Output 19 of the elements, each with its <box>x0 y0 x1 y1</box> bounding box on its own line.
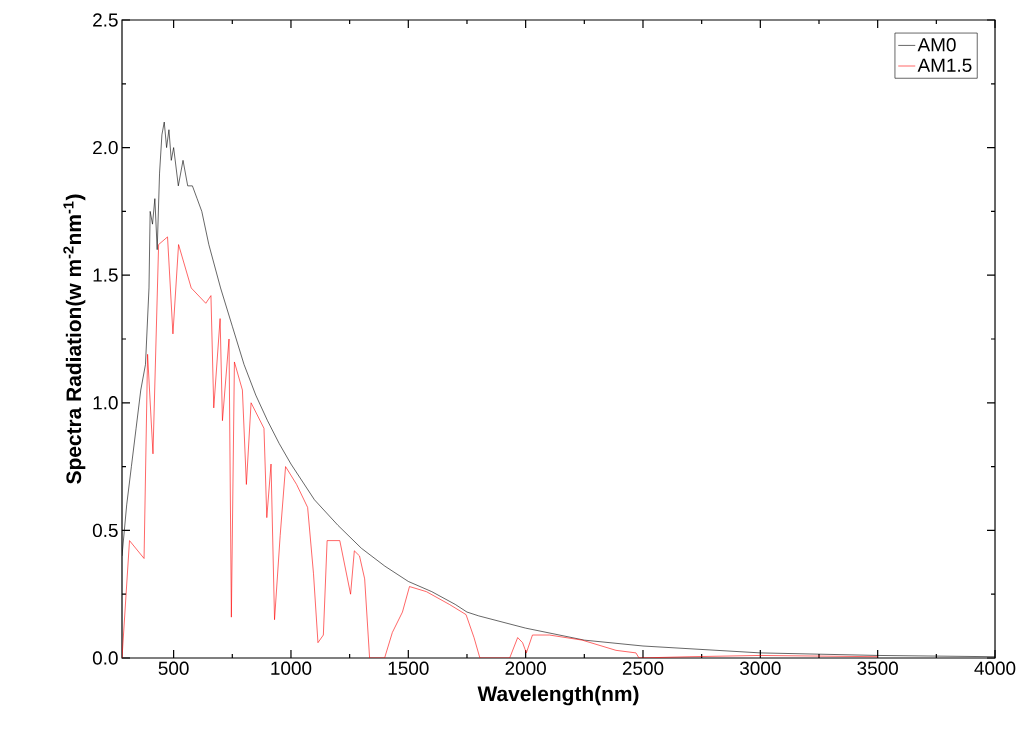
x-tick-label: 2500 <box>622 661 664 675</box>
y-tick-label: 1.0 <box>93 396 118 410</box>
x-tick-label: 2000 <box>505 661 546 675</box>
line-series <box>122 236 878 658</box>
x-tick-label: 1500 <box>388 661 429 675</box>
x-tick-label: 3500 <box>857 661 898 675</box>
y-tick-label: 2.0 <box>93 140 118 155</box>
x-tick-label: 4000 <box>974 661 1016 675</box>
x-tick-label: 3000 <box>739 661 781 675</box>
x-tick-label: 500 <box>158 661 189 675</box>
x-tick-label: 1000 <box>271 661 312 675</box>
y-tick-label: 2.5 <box>93 13 118 27</box>
legend-label: AM1.5 <box>917 58 972 72</box>
x-axis-title: Wavelength(nm) <box>477 685 639 706</box>
y-tick-label: 0.5 <box>92 523 118 538</box>
y-axis-title: Spectra Radiation(w m$^{-2}$nm$^{-1}$) <box>63 194 86 484</box>
y-tick-label: 0.0 <box>92 651 118 665</box>
legend-label: AM0 <box>917 38 956 52</box>
y-tick-label: 1.5 <box>93 268 118 282</box>
